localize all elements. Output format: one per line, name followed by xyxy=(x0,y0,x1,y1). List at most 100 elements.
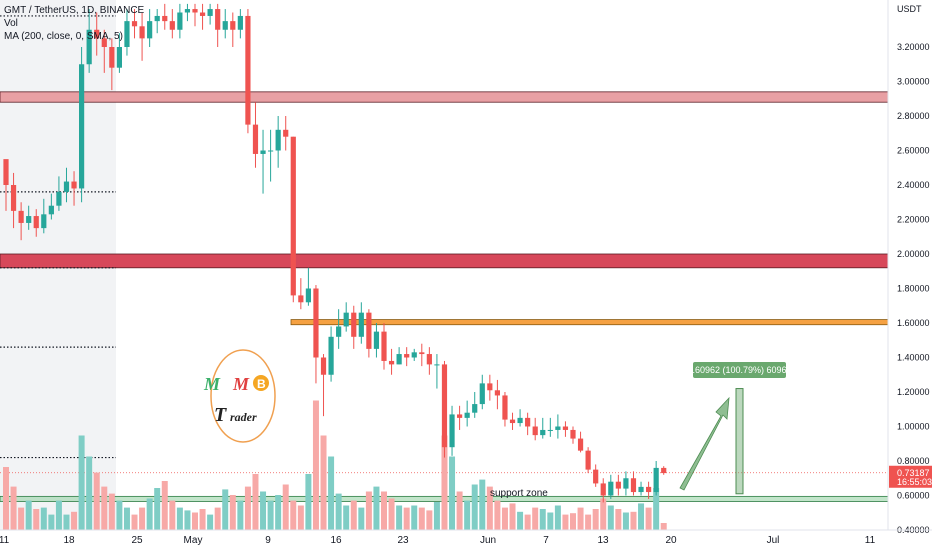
candle-body[interactable] xyxy=(555,426,561,430)
candle-body[interactable] xyxy=(56,191,62,206)
candle-body[interactable] xyxy=(124,21,130,47)
volume-indicator-label[interactable]: Vol xyxy=(4,18,18,29)
candle-body[interactable] xyxy=(18,210,24,223)
volume-bar xyxy=(426,510,433,530)
candle-body[interactable] xyxy=(411,352,417,358)
candle-body[interactable] xyxy=(222,21,228,30)
candle-body[interactable] xyxy=(320,357,327,375)
candle-body[interactable] xyxy=(479,383,485,405)
candle-body[interactable] xyxy=(131,21,138,27)
candle-body[interactable] xyxy=(630,478,637,493)
candle-body[interactable] xyxy=(86,29,92,65)
orange-zone[interactable] xyxy=(290,319,889,326)
candle-body[interactable] xyxy=(585,450,591,470)
candle-body[interactable] xyxy=(139,26,145,39)
candle-body[interactable] xyxy=(3,159,9,185)
candle-body[interactable] xyxy=(547,429,553,431)
candle-body[interactable] xyxy=(388,360,395,365)
candle-body[interactable] xyxy=(532,426,538,436)
candle-body[interactable] xyxy=(207,9,213,16)
candle-body[interactable] xyxy=(48,205,54,215)
candle-body[interactable] xyxy=(464,412,470,418)
candle-body[interactable] xyxy=(336,326,342,337)
candle-body[interactable] xyxy=(268,150,274,152)
candle-body[interactable] xyxy=(487,383,493,391)
candle-body[interactable] xyxy=(169,21,175,30)
candle-body[interactable] xyxy=(283,129,289,137)
candle-body[interactable] xyxy=(600,483,606,496)
candle-body[interactable] xyxy=(230,21,236,30)
candle-body[interactable] xyxy=(615,481,621,489)
candle-body[interactable] xyxy=(71,181,77,189)
candle-body[interactable] xyxy=(192,9,198,13)
candle-body[interactable] xyxy=(404,354,410,358)
candle-body[interactable] xyxy=(661,467,667,474)
candle-body[interactable] xyxy=(608,481,614,496)
candle-body[interactable] xyxy=(298,295,304,303)
candle-body[interactable] xyxy=(305,288,311,303)
candle-body[interactable] xyxy=(509,419,516,424)
ma-indicator-label[interactable]: MA (200, close, 0, SMA, 5) xyxy=(4,31,123,42)
candle-body[interactable] xyxy=(457,414,463,418)
candle-body[interactable] xyxy=(215,9,221,30)
candle-body[interactable] xyxy=(646,486,652,493)
candle-body[interactable] xyxy=(517,417,523,424)
candle-body[interactable] xyxy=(351,312,357,337)
candle-body[interactable] xyxy=(343,312,349,327)
candle-body[interactable] xyxy=(419,352,425,355)
resistance-zone[interactable] xyxy=(0,253,889,269)
candle-body[interactable] xyxy=(313,288,319,358)
candle-body[interactable] xyxy=(593,469,599,484)
projection-arrow[interactable] xyxy=(679,396,730,491)
candle-body[interactable] xyxy=(434,364,440,366)
price-range-measure[interactable] xyxy=(735,388,744,495)
candle-body[interactable] xyxy=(41,214,47,229)
candle-body[interactable] xyxy=(358,312,364,337)
candle-body[interactable] xyxy=(162,15,168,22)
candle-body[interactable] xyxy=(623,478,629,489)
candle-body[interactable] xyxy=(10,185,17,211)
candle-body[interactable] xyxy=(328,336,334,375)
candle-body[interactable] xyxy=(63,181,70,192)
candle-body[interactable] xyxy=(237,15,243,30)
candle-body[interactable] xyxy=(366,312,372,349)
candle-body[interactable] xyxy=(147,21,153,39)
candle-body[interactable] xyxy=(184,9,191,13)
candle-body[interactable] xyxy=(245,15,251,125)
candle-body[interactable] xyxy=(109,47,115,68)
candle-body[interactable] xyxy=(260,150,266,154)
candle-body[interactable] xyxy=(525,417,531,427)
volume-bar xyxy=(607,505,614,530)
candle-body[interactable] xyxy=(396,354,402,365)
candle-body[interactable] xyxy=(562,426,569,430)
candle-body[interactable] xyxy=(373,331,380,349)
candle-body[interactable] xyxy=(653,467,659,493)
resistance-zone[interactable] xyxy=(0,91,889,103)
candle-body[interactable] xyxy=(33,216,39,229)
candle-body[interactable] xyxy=(94,29,100,39)
candle-body[interactable] xyxy=(177,12,183,30)
candle-body[interactable] xyxy=(494,390,500,396)
candle-body[interactable] xyxy=(638,486,644,493)
candle-body[interactable] xyxy=(472,404,478,413)
candle-body[interactable] xyxy=(570,429,576,439)
candle-body[interactable] xyxy=(449,414,455,448)
candle-body[interactable] xyxy=(426,354,432,365)
candle-body[interactable] xyxy=(252,124,259,154)
candle-body[interactable] xyxy=(116,47,122,68)
symbol-title[interactable]: GMT / TetherUS, 1D, BINANCE xyxy=(4,5,145,16)
candle-body[interactable] xyxy=(26,216,32,223)
candle-body[interactable] xyxy=(540,429,546,436)
candle-body[interactable] xyxy=(502,395,508,420)
candle-body[interactable] xyxy=(199,12,206,16)
candle-body[interactable] xyxy=(101,38,107,47)
candle-body[interactable] xyxy=(577,438,584,451)
candle-body[interactable] xyxy=(275,129,281,151)
candle-body[interactable] xyxy=(441,364,448,448)
candle-body[interactable] xyxy=(79,64,85,189)
candle-body[interactable] xyxy=(381,331,387,361)
volume-bar xyxy=(449,456,456,530)
candle-body[interactable] xyxy=(154,15,160,22)
candle-body[interactable] xyxy=(290,136,296,296)
